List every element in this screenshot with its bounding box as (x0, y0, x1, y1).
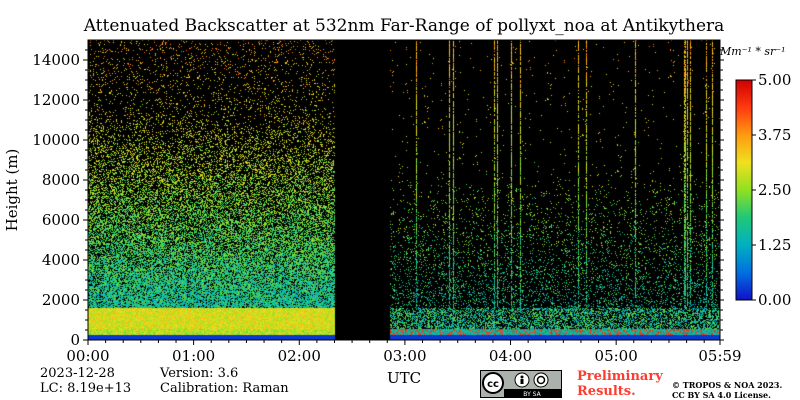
heatmap-image (88, 40, 720, 340)
y-tick-label: 10000 (32, 131, 80, 149)
cc-icon (482, 372, 504, 394)
footer-calibration: Calibration: Raman (160, 381, 289, 396)
preliminary-line-1: Preliminary (577, 369, 663, 384)
colorbar-unit: Mm⁻¹ * sr⁻¹ (720, 45, 786, 58)
footer-date: 2023-12-28 (40, 366, 115, 381)
y-tick-label: 12000 (32, 91, 80, 109)
colorbar-tick-label: 0.00 (758, 291, 791, 309)
y-tick-label: 4000 (42, 251, 80, 269)
preliminary-line-2: Results. (577, 384, 636, 399)
footer-version: Version: 3.6 (160, 366, 239, 381)
x-tick-label: 02:00 (278, 347, 321, 365)
x-axis: 00:00 01:00 02:00 03:00 04:00 05:00 05:59 (66, 340, 742, 365)
x-tick-label: 00:00 (66, 347, 109, 365)
footer-lc: LC: 8.19e+13 (40, 381, 132, 396)
y-tick-label: 8000 (42, 171, 80, 189)
y-tick-label: 2000 (42, 291, 80, 309)
y-tick-label: 6000 (42, 211, 80, 229)
backscatter-heatmap (88, 40, 720, 340)
svg-text:BY SA: BY SA (523, 391, 541, 398)
svg-text:cc: cc (487, 379, 499, 390)
x-axis-label: UTC (386, 369, 422, 387)
colorbar-tick-label: 5.00 (758, 71, 791, 89)
copyright-line-2: CC BY SA 4.0 License. (672, 390, 771, 400)
x-tick-label: 04:00 (489, 347, 532, 365)
preliminary-results-label: Preliminary Results. (577, 369, 663, 399)
colorbar-tick-label: 2.50 (758, 181, 791, 199)
sa-icon (533, 372, 549, 388)
colorbar-ticks: 0.00 1.25 2.50 3.75 5.00 (752, 71, 791, 309)
x-tick-label: 03:00 (383, 347, 426, 365)
y-tick-label: 14000 (32, 51, 80, 69)
y-axis: 0 2000 4000 6000 8000 10000 12000 14000 (32, 49, 724, 349)
cc-by-sa-license-logo: cc BY SA (480, 370, 562, 398)
y-tick-label: 0 (70, 331, 80, 349)
chart-title: Attenuated Backscatter at 532nm Far-Rang… (83, 16, 725, 36)
colorbar-tick-label: 3.75 (758, 126, 791, 144)
copyright-line-1: © TROPOS & NOA 2023. (672, 380, 783, 390)
colorbar-tick-label: 1.25 (758, 236, 791, 254)
colorbar (735, 79, 753, 301)
x-tick-label: 01:00 (172, 347, 215, 365)
x-tick-label: 05:00 (595, 347, 638, 365)
x-tick-label: 05:59 (698, 347, 741, 365)
copyright-notice: © TROPOS & NOA 2023. CC BY SA 4.0 Licens… (672, 380, 782, 400)
